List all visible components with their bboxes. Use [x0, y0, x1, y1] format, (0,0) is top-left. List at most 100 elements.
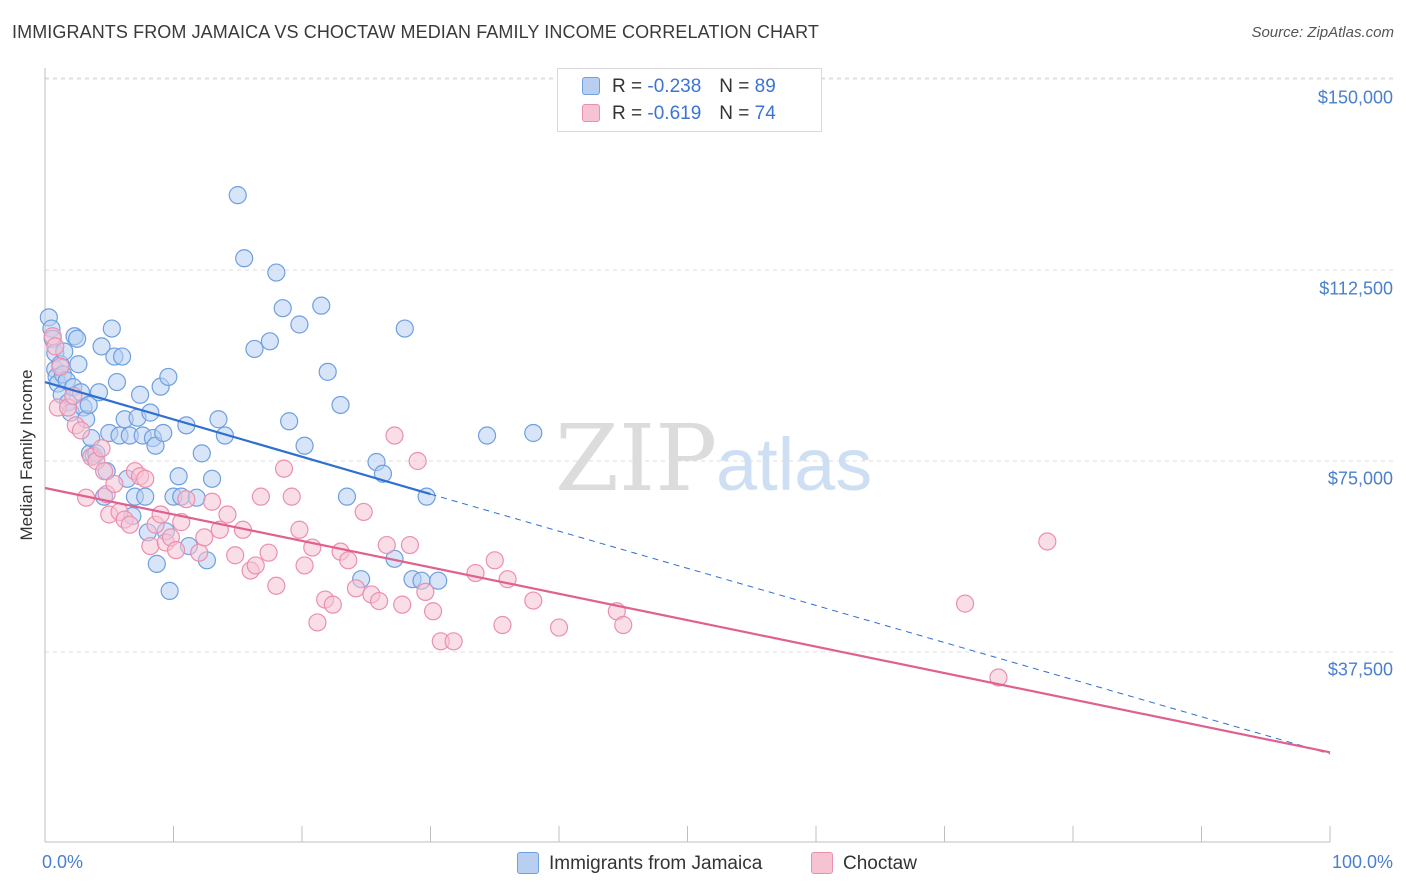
watermark-atlas: atlas — [716, 423, 872, 506]
bottom-legend-choctaw: Choctaw — [811, 852, 917, 875]
jamaica-point — [169, 467, 188, 486]
y-tick-112500: $112,500 — [1319, 278, 1393, 299]
choctaw-point — [105, 474, 124, 494]
jamaica-point — [337, 487, 357, 506]
y-axis-label: Median Family Income — [17, 369, 36, 541]
choctaw-point — [346, 579, 366, 598]
choctaw-point — [46, 337, 65, 356]
jamaica-point — [136, 487, 155, 506]
x-tick-min: 0.0% — [42, 852, 84, 872]
jamaica-point — [215, 426, 234, 445]
jamaica-point — [228, 186, 247, 205]
trend-lines — [44, 380, 1331, 755]
choctaw-point — [267, 576, 286, 595]
choctaw-point — [493, 615, 512, 635]
choctaw-legend-label: Choctaw — [843, 853, 917, 874]
jamaica-points — [39, 186, 543, 600]
jamaica-point — [202, 469, 222, 488]
choctaw-point — [95, 462, 114, 481]
choctaw-point — [251, 487, 270, 506]
choctaw-trend-line — [44, 486, 1331, 754]
jamaica-point — [331, 395, 350, 415]
choctaw-point — [274, 459, 294, 478]
jamaica-point — [69, 355, 88, 374]
jamaica-trend-extension — [430, 493, 1331, 755]
choctaw-point — [385, 426, 404, 445]
y-tick-150000: $150,000 — [1317, 87, 1393, 108]
choctaw-point — [141, 536, 160, 556]
choctaw-point — [444, 632, 463, 651]
bottom-legend-jamaica: Immigrants from Jamaica — [517, 852, 762, 875]
choctaw-point — [354, 502, 373, 522]
jamaica-point — [192, 444, 211, 463]
jamaica-point — [154, 423, 173, 443]
jamaica-point — [312, 296, 331, 315]
jamaica-point — [280, 412, 299, 431]
correlation-legend: R = -0.238 N = 89 R = -0.619 N = 74 — [557, 68, 822, 132]
choctaw-point — [614, 615, 633, 635]
choctaw-point — [549, 618, 569, 637]
choctaw-point — [400, 535, 420, 555]
jamaica-point — [267, 263, 286, 282]
choctaw-point — [295, 556, 314, 575]
jamaica-point — [477, 426, 497, 445]
choctaw-point — [120, 515, 139, 534]
legend-r-value: -0.238 — [647, 76, 702, 97]
choctaw-point — [393, 595, 412, 614]
jamaica-point — [159, 367, 178, 387]
choctaw-point — [408, 451, 427, 471]
watermark: ZIP atlas — [555, 405, 872, 512]
jamaica-point — [209, 410, 228, 429]
axes — [44, 68, 1331, 843]
choctaw-point — [308, 613, 327, 632]
watermark-zip: ZIP — [555, 405, 717, 512]
jamaica-swatch — [582, 77, 600, 95]
jamaica-legend-label: Immigrants from Jamaica — [549, 853, 763, 874]
jamaica-point — [260, 332, 279, 351]
choctaw-point — [282, 487, 301, 506]
choctaw-point — [466, 563, 485, 583]
jamaica-point — [147, 554, 166, 573]
choctaw-point — [51, 357, 70, 376]
choctaw-point — [955, 594, 975, 613]
jamaica-legend-swatch — [517, 852, 539, 874]
legend-n-value: 74 — [754, 103, 776, 124]
jamaica-point — [79, 395, 98, 415]
chart-title: IMMIGRANTS FROM JAMAICA VS CHOCTAW MEDIA… — [12, 22, 820, 42]
choctaw-point — [989, 668, 1008, 687]
jamaica-point — [273, 299, 292, 318]
choctaw-legend-swatch — [811, 852, 833, 874]
legend-n-label: N = — [719, 103, 750, 124]
legend-r-value: -0.619 — [647, 103, 702, 124]
choctaw-points — [43, 327, 1057, 687]
jamaica-point — [290, 315, 309, 334]
choctaw-point — [71, 421, 91, 440]
choctaw-point — [151, 505, 170, 524]
jamaica-point — [245, 339, 264, 359]
jamaica-point — [295, 436, 314, 455]
choctaw-swatch — [582, 104, 600, 122]
jamaica-point — [92, 337, 111, 356]
choctaw-point — [218, 505, 237, 524]
legend-n-label: N = — [719, 76, 750, 97]
legend-r-label: R = — [612, 103, 643, 124]
choctaw-point — [166, 541, 186, 560]
choctaw-point — [195, 528, 214, 547]
choctaw-point — [259, 543, 278, 562]
choctaw-point — [323, 595, 342, 614]
jamaica-point — [429, 571, 448, 590]
jamaica-point — [318, 362, 337, 381]
choctaw-point — [246, 556, 265, 575]
choctaw-point — [136, 469, 155, 488]
jamaica-point — [395, 319, 414, 338]
choctaw-point — [524, 591, 543, 610]
choctaw-point — [226, 546, 245, 565]
jamaica-point — [112, 347, 132, 366]
legend-row-choctaw: R = -0.619 N = 74 — [582, 103, 776, 125]
choctaw-point — [485, 551, 504, 570]
choctaw-point — [92, 439, 111, 458]
legend-row-jamaica: R = -0.238 N = 89 — [582, 76, 776, 98]
choctaw-point — [290, 520, 309, 539]
choctaw-point — [190, 543, 209, 562]
jamaica-point — [107, 372, 127, 392]
